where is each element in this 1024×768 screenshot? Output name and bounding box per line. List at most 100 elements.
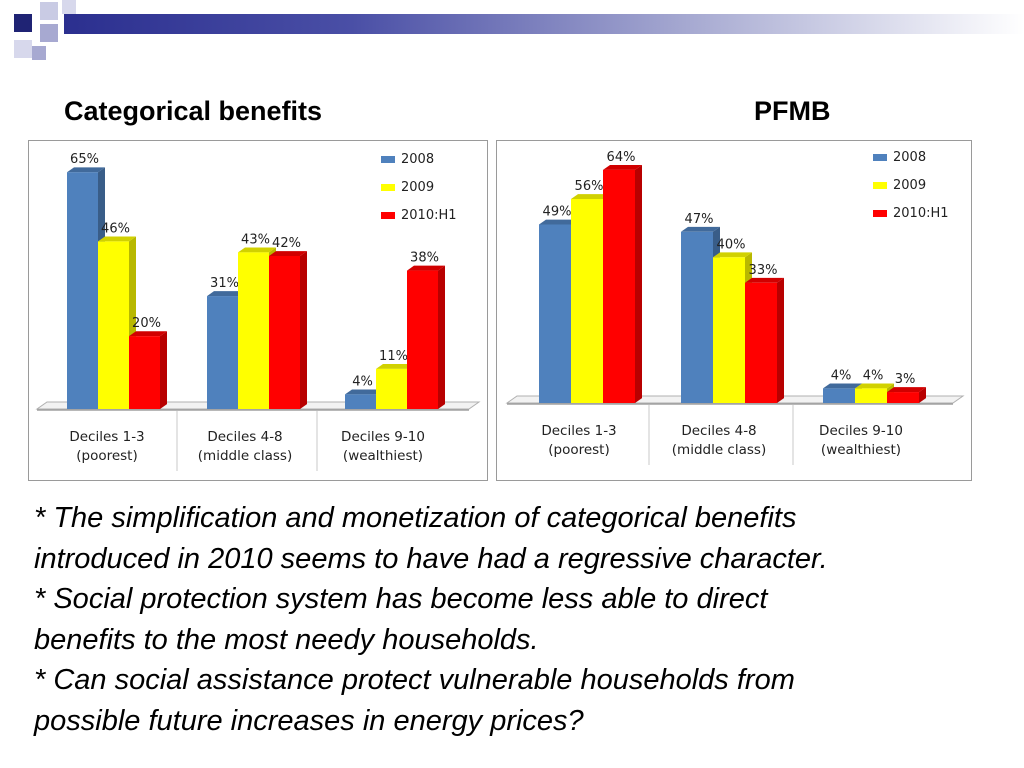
legend-swatch [381, 211, 395, 219]
decor-square-light [40, 2, 58, 20]
bar-2010-h1 [887, 392, 919, 403]
bar-2009 [571, 199, 603, 403]
legend-label: 2008 [893, 149, 927, 165]
data-label: 20% [132, 316, 161, 331]
category-label: (poorest) [548, 442, 610, 458]
bar-top [269, 251, 307, 256]
category-label: (middle class) [672, 442, 766, 458]
bar-2008 [823, 388, 855, 403]
legend-swatch [381, 155, 395, 163]
data-label: 65% [70, 152, 99, 167]
bar-2010-h1 [603, 169, 635, 403]
left-chart-title: Categorical benefits [64, 96, 323, 126]
slide-notes: * The simplification and monetization of… [34, 498, 994, 741]
data-label: 31% [210, 276, 239, 291]
legend-label: 2010:H1 [401, 207, 457, 223]
legend-label: 2010:H1 [893, 205, 949, 221]
bar-chart-pfmb: 49%56%64% Deciles 1-3 (poorest) 47%40%33% De… [505, 150, 965, 465]
bar-side [777, 277, 784, 403]
legend-item-2008: 2008 [381, 145, 457, 173]
note-line: possible future increases in energy pric… [34, 704, 584, 737]
data-label: 33% [749, 263, 778, 278]
note-line: * Social protection system has become le… [34, 583, 768, 615]
bar-top [129, 331, 167, 337]
chart-panel-categorical-benefits: 65% 46% 20% Deciles 1-3 (poorest) 31% 43% 42% De… [28, 140, 488, 481]
bar-top [345, 389, 383, 395]
bar-side [438, 265, 445, 409]
bar-top [376, 364, 414, 369]
bar-top [681, 226, 720, 232]
data-label: 42% [272, 236, 301, 251]
bar-2010-h1 [129, 336, 160, 409]
legend-swatch [873, 181, 887, 189]
bar-top [67, 167, 105, 173]
category-label: Deciles 9-10 [819, 423, 903, 439]
legend-item-2008: 2008 [873, 143, 949, 171]
bar-top [603, 164, 642, 170]
data-label: 38% [410, 251, 439, 266]
bar-2009 [376, 368, 407, 409]
category-label: Deciles 4-8 [207, 429, 282, 445]
legend-item-2009: 2009 [873, 171, 949, 199]
bar-chart-categorical-benefits: 65% 46% 20% Deciles 1-3 (poorest) 31% 43% 42% De… [35, 152, 481, 471]
note-line: introduced in 2010 seems to have had a r… [34, 542, 828, 575]
chart-legend: 2008 2009 2010:H1 [873, 143, 949, 227]
legend-label: 2009 [893, 177, 927, 193]
data-label: 49% [543, 205, 572, 220]
bar-2009 [855, 388, 887, 403]
bar-top [823, 383, 862, 389]
decor-square-light [62, 0, 76, 14]
category-label: (middle class) [198, 448, 292, 464]
category-label: Deciles 1-3 [69, 429, 144, 445]
note-line: benefits to the most needy households. [34, 623, 539, 656]
bar-side [635, 164, 642, 403]
bar-2009 [713, 257, 745, 403]
bar-side [300, 251, 307, 409]
category-label: Deciles 4-8 [681, 423, 756, 439]
decor-top-bar [64, 14, 1024, 34]
decor-square-light [14, 40, 32, 58]
data-label: 4% [863, 368, 884, 383]
chart-legend: 2008 2009 2010:H1 [381, 145, 457, 229]
bar-2010-h1 [407, 270, 438, 409]
data-label: 43% [241, 232, 270, 247]
category-label: (wealthiest) [343, 448, 423, 464]
legend-label: 2008 [401, 151, 435, 167]
bar-top [98, 236, 136, 242]
data-label: 3% [895, 372, 916, 387]
bar-side [919, 387, 926, 403]
bar-2009 [98, 241, 129, 409]
chart-panel-pfmb: 49% 56% 64% Deciles 1-3 (poorest) 47% 40% 33% De… [496, 140, 972, 481]
category-label: Deciles 9-10 [341, 429, 425, 445]
bar-top [713, 252, 752, 258]
data-label: 56% [575, 179, 604, 194]
category-label: Deciles 1-3 [541, 423, 616, 439]
bar-2008 [207, 296, 238, 409]
bar-top [745, 277, 784, 283]
legend-item-2009: 2009 [381, 173, 457, 201]
data-label: 47% [685, 212, 714, 227]
bar-top [539, 219, 578, 225]
bar-top [887, 387, 926, 393]
category-label: (wealthiest) [821, 442, 901, 458]
bar-2008 [681, 231, 713, 403]
bar-top [855, 383, 894, 389]
legend-label: 2009 [401, 179, 435, 195]
category-label: (poorest) [76, 448, 138, 464]
legend-item-2010-h1: 2010:H1 [381, 201, 457, 229]
data-label: 46% [101, 221, 130, 236]
legend-swatch [381, 183, 395, 191]
bar-2008 [539, 224, 571, 403]
data-label: 4% [831, 368, 852, 383]
bar-2008 [67, 172, 98, 409]
bar-side [160, 331, 167, 409]
bar-2010-h1 [269, 256, 300, 409]
bar-top [407, 265, 445, 271]
data-label: 40% [717, 237, 746, 252]
data-label: 64% [607, 150, 636, 165]
note-line: * The simplification and monetization of… [34, 502, 797, 534]
bar-2009 [238, 252, 269, 409]
decor-square-light [32, 46, 46, 60]
decor-square-dark [14, 14, 32, 32]
legend-item-2010-h1: 2010:H1 [873, 199, 949, 227]
